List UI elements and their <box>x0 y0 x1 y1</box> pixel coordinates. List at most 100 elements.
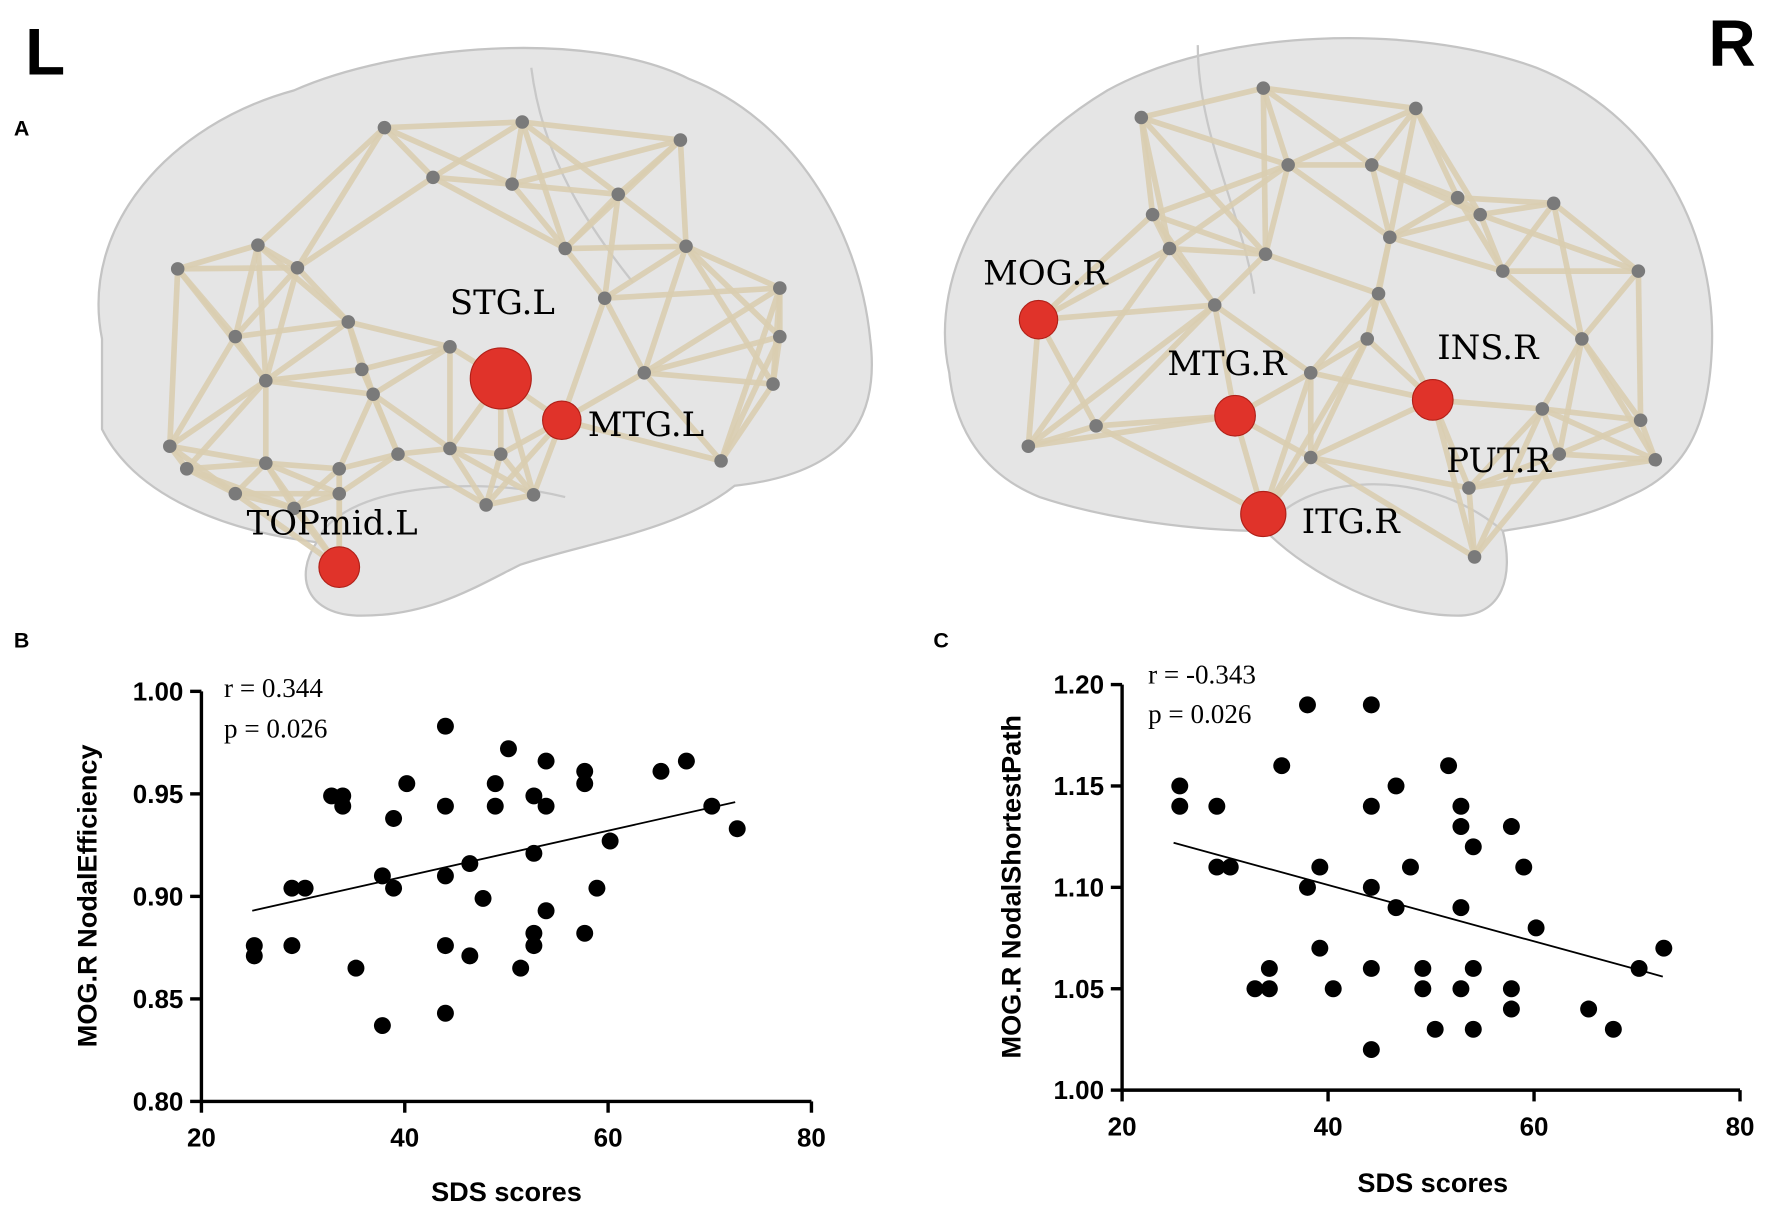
network-node <box>479 498 493 512</box>
data-point <box>1362 1041 1380 1059</box>
hub-node <box>1411 379 1454 421</box>
network-edge <box>1309 336 1369 376</box>
network-node <box>1360 332 1375 346</box>
stat-p-annotation: p = 0.026 <box>1148 699 1251 729</box>
network-edge <box>1500 268 1584 342</box>
network-edge <box>1556 338 1585 455</box>
data-point <box>436 717 454 735</box>
network-edge <box>255 125 387 248</box>
y-tick-label: 1.15 <box>1053 771 1104 801</box>
network-node <box>637 366 652 380</box>
network-edge <box>1262 85 1417 112</box>
y-axis-label: MOG.R NodalShortestPath <box>995 715 1026 1058</box>
network-edge <box>559 297 608 422</box>
data-point <box>1362 696 1380 714</box>
data-point <box>385 810 403 827</box>
network-edge <box>166 268 181 447</box>
network-edge <box>384 119 523 131</box>
network-node <box>1145 207 1160 222</box>
network-node <box>505 177 519 191</box>
data-point <box>1246 980 1264 998</box>
network-edge <box>1309 397 1434 461</box>
network-edge <box>1138 116 1173 250</box>
data-point <box>1630 959 1648 977</box>
network-edge <box>642 370 724 463</box>
data-point <box>1414 959 1432 977</box>
network-edge <box>263 266 301 382</box>
hemisphere-label-right: R <box>1708 7 1755 80</box>
network-edge <box>347 319 451 350</box>
network-edge <box>1430 399 1478 558</box>
hub-node <box>1214 394 1256 437</box>
network-edge <box>521 119 681 143</box>
hub-node <box>469 347 532 410</box>
network-edge <box>1026 246 1172 448</box>
network-node <box>773 329 787 344</box>
region-label-itg-r: ITG.R <box>1302 502 1402 541</box>
network-node <box>714 454 728 468</box>
region-label-mog-r: MOG.R <box>983 254 1109 293</box>
network-edge <box>1559 451 1656 463</box>
region-label-stg-l: STG.L <box>450 283 555 322</box>
data-point <box>537 752 555 770</box>
data-point <box>576 924 594 942</box>
region-label-put-r: PUT.R <box>1446 441 1552 480</box>
network-edge <box>509 121 526 185</box>
panel-label-b: B <box>14 628 29 652</box>
data-point <box>245 947 263 965</box>
network-node <box>355 362 369 377</box>
network-edge <box>1579 269 1641 341</box>
brain-network-left: STG.L MTG.L TOPmid.L <box>97 46 873 617</box>
network-node <box>1535 402 1550 416</box>
data-point <box>1502 980 1520 998</box>
data-point <box>436 867 454 885</box>
hub-node <box>1018 299 1059 340</box>
network-edge <box>1038 302 1215 323</box>
y-tick-label: 0.95 <box>133 779 184 809</box>
network-node <box>391 447 405 461</box>
network-edge <box>293 490 341 512</box>
x-tick-label: 40 <box>1314 1111 1343 1141</box>
scatter-plot-nodal-shortest-path: MOG.R NodalShortestPath SDS scores r = -… <box>995 659 1754 1197</box>
data-point <box>525 924 543 942</box>
data-point <box>652 762 670 780</box>
data-point <box>1527 919 1545 937</box>
network-node <box>1546 196 1561 211</box>
network-edge <box>1472 452 1562 559</box>
network-edge <box>1286 162 1392 240</box>
network-edge <box>684 244 782 339</box>
network-node <box>773 281 787 295</box>
network-edge <box>233 265 300 339</box>
brain-outline-left <box>97 46 873 617</box>
data-point <box>1387 777 1405 795</box>
data-point <box>677 752 695 770</box>
network-node <box>611 187 626 202</box>
network-edge <box>1151 211 1267 257</box>
data-point <box>525 787 543 805</box>
regression-line <box>252 801 736 912</box>
network-edge <box>1036 318 1099 428</box>
data-point <box>1452 818 1470 835</box>
network-edge <box>397 445 451 457</box>
network-node <box>679 239 693 254</box>
network-edge <box>1094 303 1217 428</box>
network-edge <box>677 139 689 247</box>
network-node <box>515 115 530 129</box>
network-edge <box>1025 319 1042 447</box>
network-edge <box>1539 407 1562 456</box>
network-node <box>1631 264 1646 278</box>
network-edge <box>616 192 688 249</box>
network-edge <box>1471 407 1545 559</box>
network-edge <box>1387 107 1419 238</box>
network-edge <box>1026 302 1217 449</box>
data-point <box>436 937 454 955</box>
network-edge <box>1261 85 1374 168</box>
data-point <box>1502 1000 1520 1018</box>
data-point <box>436 1004 454 1022</box>
network-edge <box>641 245 689 374</box>
network-node <box>673 133 688 147</box>
network-edge <box>431 174 567 252</box>
network-edge <box>1468 456 1656 491</box>
network-node <box>1467 550 1482 564</box>
x-tick-label: 60 <box>594 1123 623 1153</box>
